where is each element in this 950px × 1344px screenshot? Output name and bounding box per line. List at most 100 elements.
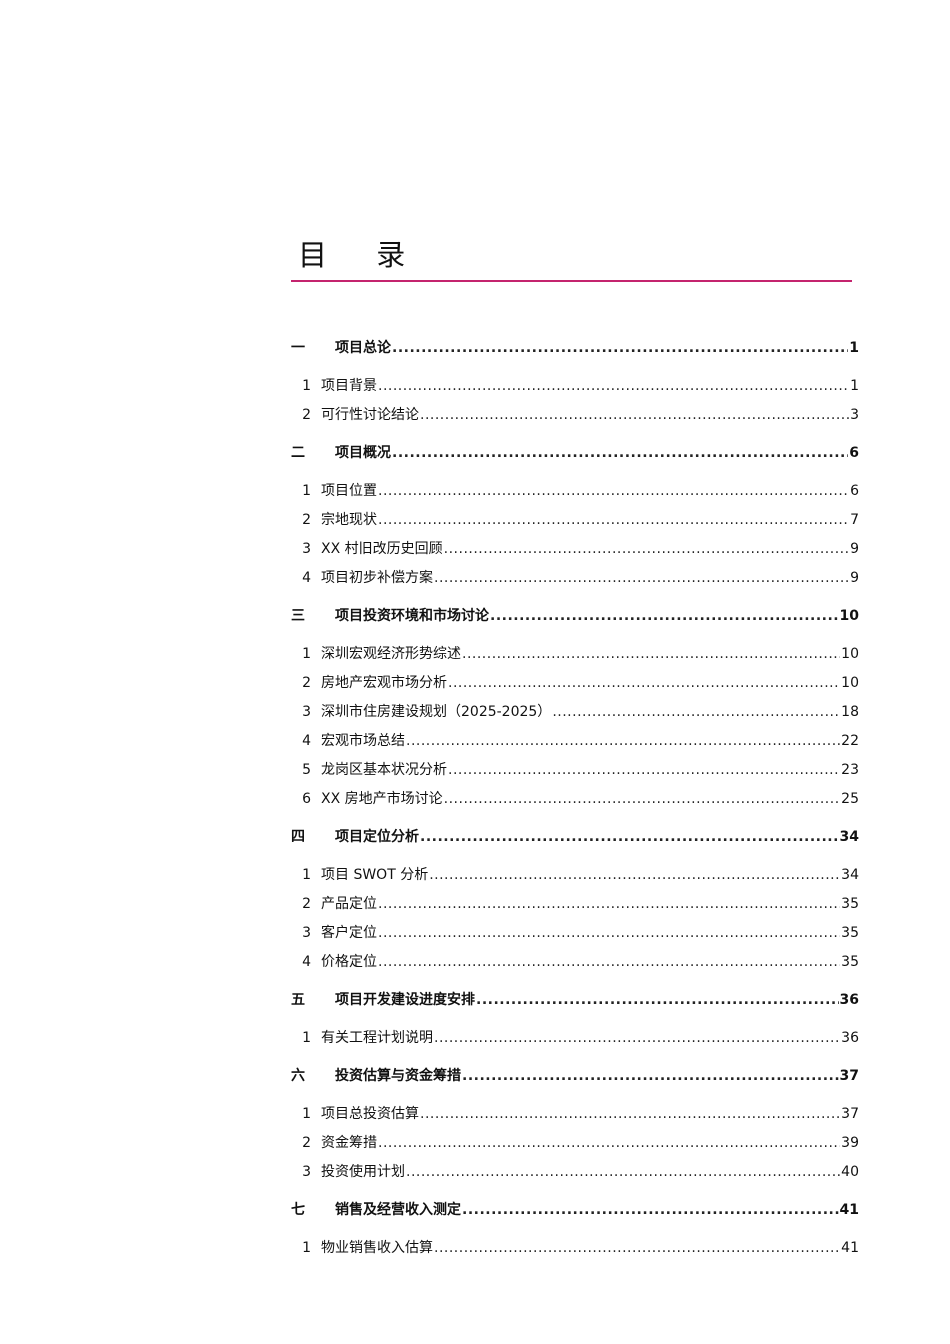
entry-title: 龙岗区基本状况分析 [321,762,447,778]
dot-leader [420,823,839,852]
toc-subsection-entry[interactable]: 1 项目 SWOT 分析 34 [291,861,859,890]
entry-number: 2 [302,407,311,423]
dot-leader [434,1024,840,1053]
entry-page-number: 25 [841,791,859,807]
toc-subsection-entry[interactable]: 3 投资使用计划 40 [291,1158,859,1187]
toc-section-entry[interactable]: 五 项目开发建设进度安排 36 [291,986,859,1015]
entry-number: 2 [302,675,311,691]
entry-title: 深圳宏观经济形势综述 [321,646,461,662]
toc-subsection-entry[interactable]: 2 房地产宏观市场分析 10 [291,669,859,698]
toc-subsection-entry[interactable]: 4 项目初步补偿方案 9 [291,564,859,593]
entry-number: 3 [302,704,311,720]
entry-number: 3 [302,1164,311,1180]
entry-title: 项目总投资估算 [321,1106,419,1122]
toc-subsection-entry[interactable]: 2 可行性讨论结论 3 [291,401,859,430]
entry-number: 七 [291,1202,305,1218]
entry-number: 4 [302,733,311,749]
entry-number: 2 [302,512,311,528]
dot-leader [462,1196,839,1225]
toc-title: 目 录 [298,238,426,272]
entry-number: 1 [302,378,311,394]
entry-page-number: 10 [841,675,859,691]
toc-section-entry[interactable]: 四 项目定位分析 34 [291,823,859,852]
entry-number: 3 [302,925,311,941]
entry-title: 项目定位分析 [335,829,419,845]
entry-number: 2 [302,1135,311,1151]
entry-title: 销售及经营收入测定 [335,1202,461,1218]
dot-leader [434,1234,840,1263]
entry-title: 资金筹措 [321,1135,377,1151]
toc-subsection-entry[interactable]: 1 项目背景 1 [291,372,859,401]
entry-number: 5 [302,762,311,778]
entry-title: 项目背景 [321,378,377,394]
table-of-contents: 一 项目总论 1 1 项目背景 1 2 可行性讨论结论 3 二 项目概况 6 1 项目位置 6 2 宗地现状 7 3… [291,334,859,1263]
toc-subsection-entry[interactable]: 1 有关工程计划说明 36 [291,1024,859,1053]
toc-subsection-entry[interactable]: 1 深圳宏观经济形势综述 10 [291,640,859,669]
entry-page-number: 35 [841,954,859,970]
entry-page-number: 40 [841,1164,859,1180]
dot-leader [434,564,849,593]
dot-leader [444,535,849,564]
entry-page-number: 41 [841,1240,859,1256]
dot-leader [378,1129,840,1158]
entry-number: 4 [302,570,311,586]
entry-number: 1 [302,1106,311,1122]
entry-page-number: 7 [850,512,859,528]
entry-title: 房地产宏观市场分析 [321,675,447,691]
entry-page-number: 18 [841,704,859,720]
toc-subsection-entry[interactable]: 1 项目位置 6 [291,477,859,506]
entry-page-number: 6 [849,445,859,461]
entry-number: 五 [291,992,305,1008]
entry-title: 产品定位 [321,896,377,912]
entry-number: 一 [291,340,305,356]
toc-subsection-entry[interactable]: 2 产品定位 35 [291,890,859,919]
toc-subsection-entry[interactable]: 3 客户定位 35 [291,919,859,948]
toc-section-entry[interactable]: 七 销售及经营收入测定 41 [291,1196,859,1225]
toc-subsection-entry[interactable]: 2 宗地现状 7 [291,506,859,535]
toc-section-entry[interactable]: 二 项目概况 6 [291,439,859,468]
dot-leader [429,861,840,890]
entry-number: 二 [291,445,305,461]
dot-leader [462,1062,839,1091]
entry-number: 1 [302,1240,311,1256]
toc-subsection-entry[interactable]: 4 价格定位 35 [291,948,859,977]
entry-page-number: 1 [849,340,859,356]
dot-leader [406,1158,840,1187]
entry-number: 6 [302,791,311,807]
toc-section-entry[interactable]: 三 项目投资环境和市场讨论 10 [291,602,859,631]
dot-leader [378,506,849,535]
toc-subsection-entry[interactable]: 2 资金筹措 39 [291,1129,859,1158]
toc-subsection-entry[interactable]: 3 XX 村旧改历史回顾 9 [291,535,859,564]
entry-title: XX 房地产市场讨论 [321,791,443,807]
entry-title: 项目 SWOT 分析 [321,867,429,883]
dot-leader [444,785,841,814]
entry-title: 客户定位 [321,925,377,941]
toc-subsection-entry[interactable]: 6 XX 房地产市场讨论 25 [291,785,859,814]
entry-title: 项目投资环境和市场讨论 [335,608,489,624]
entry-title: 价格定位 [321,954,377,970]
toc-subsection-entry[interactable]: 4 宏观市场总结 22 [291,727,859,756]
entry-page-number: 9 [850,570,859,586]
entry-page-number: 1 [850,378,859,394]
entry-page-number: 37 [841,1106,859,1122]
toc-section-entry[interactable]: 六 投资估算与资金筹措 37 [291,1062,859,1091]
dot-leader [378,890,840,919]
toc-subsection-entry[interactable]: 3 深圳市住房建设规划（2025-2025） 18 [291,698,859,727]
dot-leader [448,756,840,785]
dot-leader [476,986,839,1015]
dot-leader [378,948,840,977]
entry-page-number: 22 [841,733,859,749]
toc-subsection-entry[interactable]: 1 项目总投资估算 37 [291,1100,859,1129]
entry-title: 投资使用计划 [321,1164,405,1180]
entry-page-number: 10 [841,646,859,662]
entry-title: 宗地现状 [321,512,377,528]
entry-title: 项目总论 [335,340,391,356]
toc-subsection-entry[interactable]: 5 龙岗区基本状况分析 23 [291,756,859,785]
toc-subsection-entry[interactable]: 1 物业销售收入估算 41 [291,1234,859,1263]
entry-title: 深圳市住房建设规划（2025-2025） [321,704,552,720]
dot-leader [378,372,849,401]
entry-title: 宏观市场总结 [321,733,405,749]
dot-leader [448,669,840,698]
toc-section-entry[interactable]: 一 项目总论 1 [291,334,859,363]
entry-title: 投资估算与资金筹措 [335,1068,461,1084]
